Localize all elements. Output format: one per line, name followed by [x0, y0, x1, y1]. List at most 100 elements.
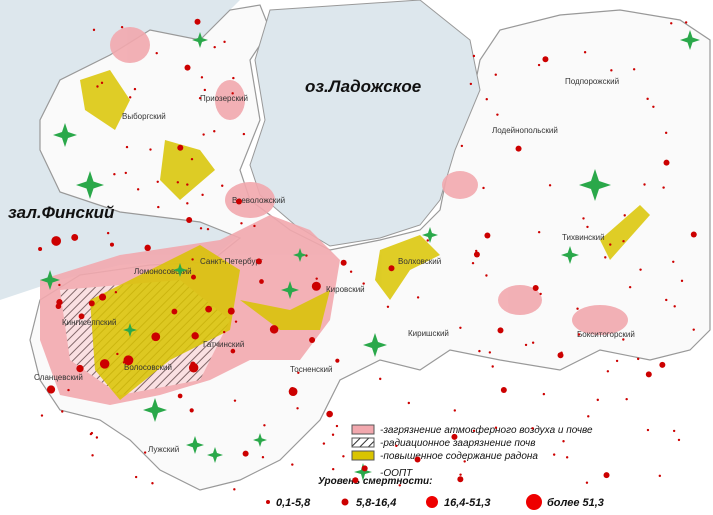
settlement-dot — [242, 132, 246, 136]
settlement-dot — [297, 371, 300, 374]
settlement-dot — [194, 18, 201, 25]
settlement-dot — [233, 399, 237, 402]
settlement-dot — [89, 432, 93, 436]
settlement-dot — [531, 341, 535, 344]
settlement-dot — [291, 463, 294, 466]
settlement-dot — [395, 444, 398, 448]
settlement-dot — [114, 290, 118, 294]
settlement-dot — [361, 465, 368, 472]
settlements — [38, 18, 697, 491]
settlement-dot — [38, 246, 43, 251]
settlement-dot — [134, 475, 138, 479]
settlement-dot — [451, 433, 458, 440]
settlement-dot — [200, 76, 204, 79]
settlement-dot — [632, 68, 636, 71]
settlement-dot — [583, 51, 587, 54]
protected-area — [561, 246, 579, 264]
settlement-dot — [625, 397, 628, 401]
district-label: Тихвинский — [562, 233, 605, 242]
settlement-dot — [125, 145, 129, 149]
district-label: Ломоносовский — [134, 267, 192, 276]
settlement-dot — [289, 386, 295, 393]
settlement-dot — [230, 348, 236, 354]
settlement-dot — [531, 427, 534, 430]
settlement-dot — [622, 338, 625, 341]
settlement-dot — [315, 277, 318, 280]
settlement-dot — [201, 193, 204, 197]
settlement-dot — [610, 69, 613, 72]
settlement-dot — [645, 371, 652, 378]
settlement-dot — [58, 283, 61, 287]
settlement-dot — [184, 64, 191, 71]
settlement-dot — [155, 51, 158, 55]
settlement-dot — [494, 73, 497, 76]
protected-area — [192, 32, 208, 48]
settlement-dot — [151, 482, 154, 485]
settlement-dot — [186, 183, 189, 186]
settlement-dot — [156, 180, 159, 183]
settlement-dot — [95, 436, 99, 439]
settlement-dot — [407, 401, 411, 405]
settlement-dot — [663, 159, 670, 166]
settlement-dot — [99, 359, 110, 369]
settlement-dot — [234, 320, 238, 323]
settlement-dot — [88, 300, 95, 307]
mortality-level: 5,8-16,4 — [356, 497, 396, 509]
mortality-level: 16,4-51,3 — [444, 497, 490, 509]
settlement-dot — [582, 217, 585, 220]
settlement-dot — [471, 261, 475, 265]
settlement-dot — [309, 337, 316, 344]
settlement-dot — [177, 144, 184, 151]
settlement-dot — [213, 130, 216, 133]
settlement-dot — [71, 234, 79, 241]
settlement-dot — [557, 352, 564, 359]
settlement-dot — [335, 424, 339, 428]
settlement-dot — [639, 268, 642, 271]
district-label: Всеволожский — [232, 196, 285, 205]
settlement-dot — [190, 157, 194, 161]
settlement-dot — [223, 40, 226, 44]
settlement-dot — [596, 398, 599, 402]
district-label: Киришский — [408, 329, 449, 338]
district-label: Приозерский — [200, 94, 248, 103]
settlement-dot — [515, 145, 522, 152]
settlement-dot — [652, 105, 655, 108]
settlement-dot — [113, 173, 116, 176]
settlement-dot — [340, 259, 347, 266]
settlement-dot — [177, 393, 183, 399]
settlement-dot — [189, 408, 194, 413]
settlement-dot — [659, 361, 666, 368]
legend-dot — [526, 494, 542, 510]
settlement-dot — [484, 232, 491, 239]
district-label: Волосовский — [124, 363, 172, 372]
settlement-dot — [240, 222, 243, 225]
settlement-dot — [485, 98, 488, 101]
protected-area — [293, 248, 307, 262]
protected-area — [253, 433, 267, 447]
legend-swatch — [351, 424, 375, 435]
settlement-dot — [120, 25, 124, 29]
settlement-dot — [664, 131, 668, 135]
settlement-dot — [311, 281, 321, 291]
settlement-dot — [335, 358, 340, 363]
protected-area — [363, 333, 387, 357]
settlement-dot — [585, 481, 589, 484]
settlement-dot — [191, 332, 199, 340]
settlement-dot — [213, 45, 216, 49]
settlement-dot — [532, 284, 539, 291]
settlement-dot — [646, 97, 649, 101]
district-label: Выборгский — [122, 112, 166, 121]
settlement-dot — [473, 251, 480, 258]
settlement-dot — [453, 409, 457, 412]
settlement-dot — [331, 467, 335, 471]
settlement-dot — [51, 236, 62, 246]
legend-label: -радиационное заарязнение почв — [380, 438, 535, 449]
settlement-dot — [91, 454, 94, 457]
settlement-dot — [235, 198, 242, 205]
settlement-dot — [136, 188, 140, 191]
settlement-dot — [186, 216, 193, 223]
protected-area — [40, 270, 60, 290]
legend-label: -повышенное содержание радона — [380, 451, 538, 462]
settlement-dot — [537, 230, 541, 234]
